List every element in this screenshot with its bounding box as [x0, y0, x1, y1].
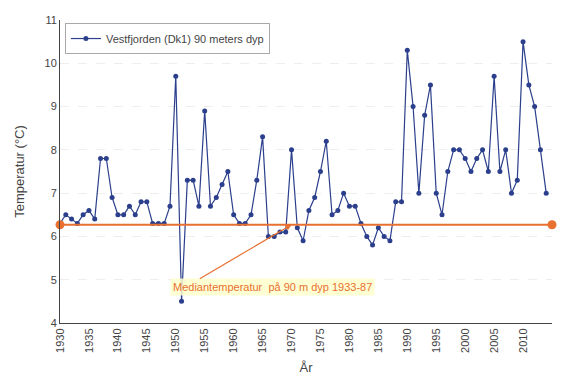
svg-text:1935: 1935	[83, 328, 95, 352]
svg-text:Temperatur (°C): Temperatur (°C)	[12, 125, 27, 218]
svg-text:2005: 2005	[488, 328, 500, 352]
svg-text:1985: 1985	[372, 328, 384, 352]
svg-text:2010: 2010	[517, 328, 529, 352]
svg-text:5: 5	[51, 274, 57, 286]
svg-text:4: 4	[51, 317, 57, 329]
svg-text:1945: 1945	[140, 328, 152, 352]
svg-text:9: 9	[51, 100, 57, 112]
svg-text:1990: 1990	[401, 328, 413, 352]
svg-text:2000: 2000	[459, 328, 471, 352]
svg-text:1980: 1980	[343, 328, 355, 352]
svg-text:1975: 1975	[314, 328, 326, 352]
svg-text:Vestfjorden (Dk1) 90 meters dy: Vestfjorden (Dk1) 90 meters dyp	[106, 33, 264, 45]
svg-text:11: 11	[45, 14, 56, 26]
svg-text:1950: 1950	[169, 328, 181, 352]
svg-text:1960: 1960	[227, 328, 239, 352]
svg-text:8: 8	[51, 144, 57, 156]
svg-text:10: 10	[45, 57, 57, 69]
svg-text:1955: 1955	[198, 328, 210, 352]
svg-text:1930: 1930	[54, 328, 66, 352]
svg-text:1940: 1940	[111, 328, 123, 352]
svg-text:6: 6	[51, 230, 57, 242]
svg-text:7: 7	[51, 187, 57, 199]
svg-text:Mediantemperatur på 90 m dyp: Mediantemperatur på 90 m dyp 1933-87	[173, 281, 372, 293]
svg-text:1970: 1970	[285, 328, 297, 352]
svg-text:1965: 1965	[256, 328, 268, 352]
svg-text:År: År	[300, 360, 314, 375]
svg-text:1995: 1995	[430, 328, 442, 352]
